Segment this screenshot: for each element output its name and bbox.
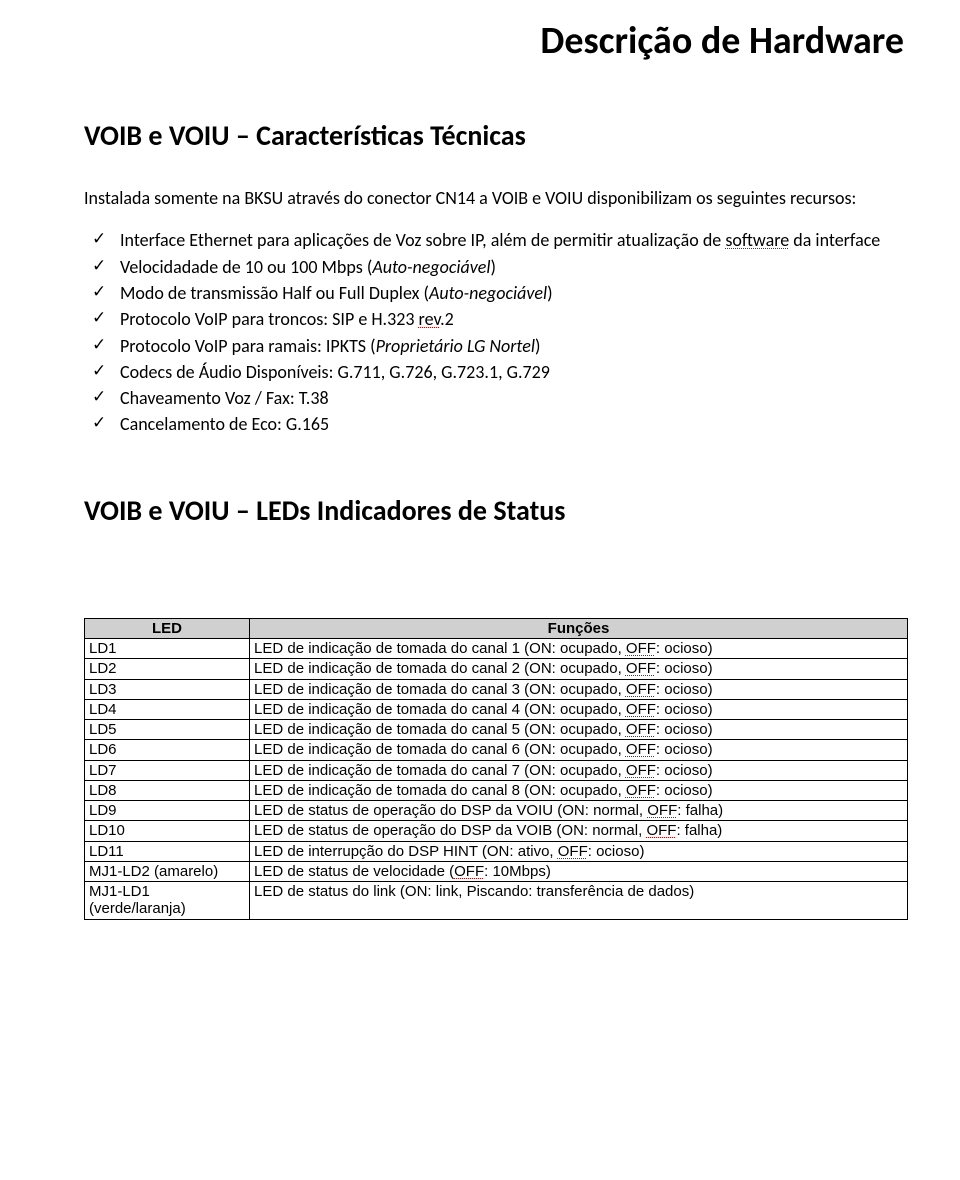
- section-leds-title: VOIB e VOIU – LEDs Indicadores de Status: [84, 493, 904, 528]
- characteristics-list: Interface Ethernet para aplicações de Vo…: [84, 228, 904, 436]
- led-table-header-func: Funções: [250, 618, 908, 638]
- led-function-cell: LED de indicação de tomada do canal 2 (O…: [250, 659, 908, 679]
- led-name-cell: LD3: [85, 679, 250, 699]
- led-name-cell: LD7: [85, 760, 250, 780]
- led-function-cell: LED de status do link (ON: link, Piscand…: [250, 882, 908, 920]
- characteristics-item: Protocolo VoIP para troncos: SIP e H.323…: [120, 307, 904, 331]
- led-table-row: LD3LED de indicação de tomada do canal 3…: [85, 679, 908, 699]
- led-table-row: LD6LED de indicação de tomada do canal 6…: [85, 740, 908, 760]
- characteristics-item: Velocidadade de 10 ou 100 Mbps (Auto-neg…: [120, 255, 904, 279]
- characteristics-item: Protocolo VoIP para ramais: IPKTS (Propr…: [120, 334, 904, 358]
- characteristics-item: Codecs de Áudio Disponíveis: G.711, G.72…: [120, 360, 904, 384]
- led-function-cell: LED de indicação de tomada do canal 7 (O…: [250, 760, 908, 780]
- led-table-row: LD11LED de interrupção do DSP HINT (ON: …: [85, 841, 908, 861]
- led-status-table: LED Funções LD1LED de indicação de tomad…: [84, 618, 908, 920]
- led-function-cell: LED de interrupção do DSP HINT (ON: ativ…: [250, 841, 908, 861]
- led-name-cell: LD9: [85, 801, 250, 821]
- led-name-cell: LD1: [85, 639, 250, 659]
- led-function-cell: LED de indicação de tomada do canal 8 (O…: [250, 780, 908, 800]
- led-function-cell: LED de indicação de tomada do canal 6 (O…: [250, 740, 908, 760]
- led-table-row: LD7LED de indicação de tomada do canal 7…: [85, 760, 908, 780]
- led-table-row: LD5LED de indicação de tomada do canal 5…: [85, 720, 908, 740]
- led-table-row: LD10LED de status de operação do DSP da …: [85, 821, 908, 841]
- led-table-header-led: LED: [85, 618, 250, 638]
- led-name-cell: LD10: [85, 821, 250, 841]
- led-table-row: LD2LED de indicação de tomada do canal 2…: [85, 659, 908, 679]
- characteristics-item: Interface Ethernet para aplicações de Vo…: [120, 228, 904, 252]
- led-name-cell: LD11: [85, 841, 250, 861]
- led-function-cell: LED de status de velocidade (OFF: 10Mbps…: [250, 861, 908, 881]
- led-name-cell: LD8: [85, 780, 250, 800]
- led-table-row: LD8LED de indicação de tomada do canal 8…: [85, 780, 908, 800]
- characteristics-item: Chaveamento Voz / Fax: T.38: [120, 386, 904, 410]
- led-table-row: LD1LED de indicação de tomada do canal 1…: [85, 639, 908, 659]
- led-name-cell: MJ1-LD1 (verde/laranja): [85, 882, 250, 920]
- led-table-row: LD9LED de status de operação do DSP da V…: [85, 801, 908, 821]
- led-name-cell: LD2: [85, 659, 250, 679]
- led-function-cell: LED de indicação de tomada do canal 3 (O…: [250, 679, 908, 699]
- section-characteristics-title: VOIB e VOIU – Características Técnicas: [84, 118, 904, 153]
- led-function-cell: LED de status de operação do DSP da VOIB…: [250, 821, 908, 841]
- led-table-row: LD4LED de indicação de tomada do canal 4…: [85, 699, 908, 719]
- led-name-cell: LD5: [85, 720, 250, 740]
- led-function-cell: LED de indicação de tomada do canal 4 (O…: [250, 699, 908, 719]
- led-name-cell: LD4: [85, 699, 250, 719]
- section-characteristics-intro: Instalada somente na BKSU através do con…: [84, 187, 904, 210]
- led-table-row: MJ1-LD2 (amarelo)LED de status de veloci…: [85, 861, 908, 881]
- led-table-row: MJ1-LD1 (verde/laranja)LED de status do …: [85, 882, 908, 920]
- characteristics-item: Cancelamento de Eco: G.165: [120, 412, 904, 436]
- page-title: Descrição de Hardware: [84, 18, 904, 64]
- led-name-cell: LD6: [85, 740, 250, 760]
- led-function-cell: LED de indicação de tomada do canal 5 (O…: [250, 720, 908, 740]
- led-function-cell: LED de indicação de tomada do canal 1 (O…: [250, 639, 908, 659]
- led-function-cell: LED de status de operação do DSP da VOIU…: [250, 801, 908, 821]
- characteristics-item: Modo de transmissão Half ou Full Duplex …: [120, 281, 904, 305]
- led-name-cell: MJ1-LD2 (amarelo): [85, 861, 250, 881]
